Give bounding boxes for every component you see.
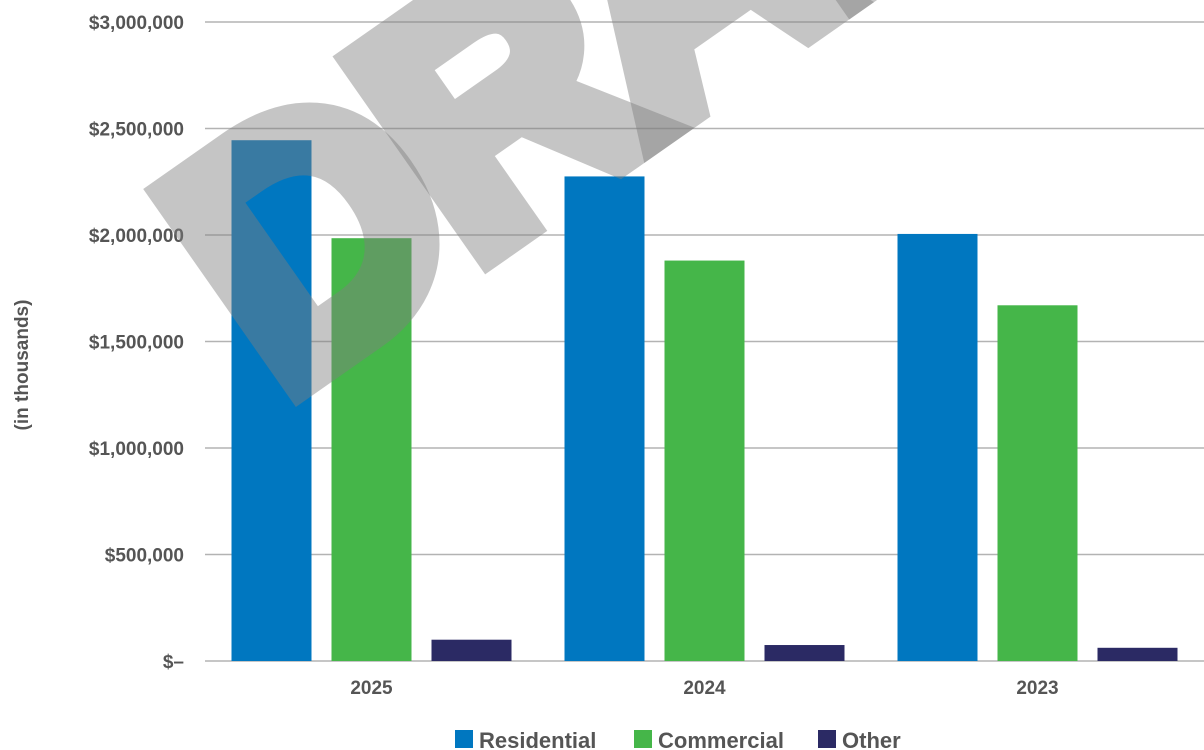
y-tick-label: $2,000,000: [89, 226, 184, 247]
y-tick-label: $3,000,000: [89, 13, 184, 34]
legend-swatch-commercial: [634, 730, 652, 748]
bar-residential-2024: [564, 176, 645, 662]
bars: [231, 140, 1178, 662]
bar-residential-2025: [231, 140, 312, 662]
legend-swatch-residential: [455, 730, 473, 748]
bar-commercial-2024: [664, 260, 745, 661]
x-tick-label: 2025: [350, 678, 393, 699]
bar-residential-2023: [897, 233, 978, 661]
x-tick-label: 2024: [683, 678, 726, 699]
y-axis-ticks: $– $500,000 $1,000,000 $1,500,000 $2,000,000…: [89, 13, 184, 673]
bar-commercial-2025: [331, 238, 412, 661]
bar-other-2024: [764, 645, 845, 661]
legend-label-residential: Residential: [479, 728, 596, 750]
bar-other-2023: [1097, 647, 1178, 661]
legend: Residential Commercial Other: [455, 728, 901, 750]
legend-swatch-other: [818, 730, 836, 748]
y-tick-label: $500,000: [105, 546, 184, 567]
bar-commercial-2023: [997, 305, 1078, 661]
x-axis-ticks: 2025 2024 2023: [350, 678, 1058, 699]
y-axis-label: (in thousands): [12, 300, 33, 431]
bar-other-2025: [431, 639, 512, 661]
y-tick-label: $1,500,000: [89, 333, 184, 354]
y-tick-label: $–: [163, 652, 184, 673]
y-tick-label: $2,500,000: [89, 120, 184, 141]
y-tick-label: $1,000,000: [89, 439, 184, 460]
legend-label-commercial: Commercial: [658, 728, 784, 750]
legend-label-other: Other: [842, 728, 901, 750]
x-tick-label: 2023: [1016, 678, 1058, 699]
